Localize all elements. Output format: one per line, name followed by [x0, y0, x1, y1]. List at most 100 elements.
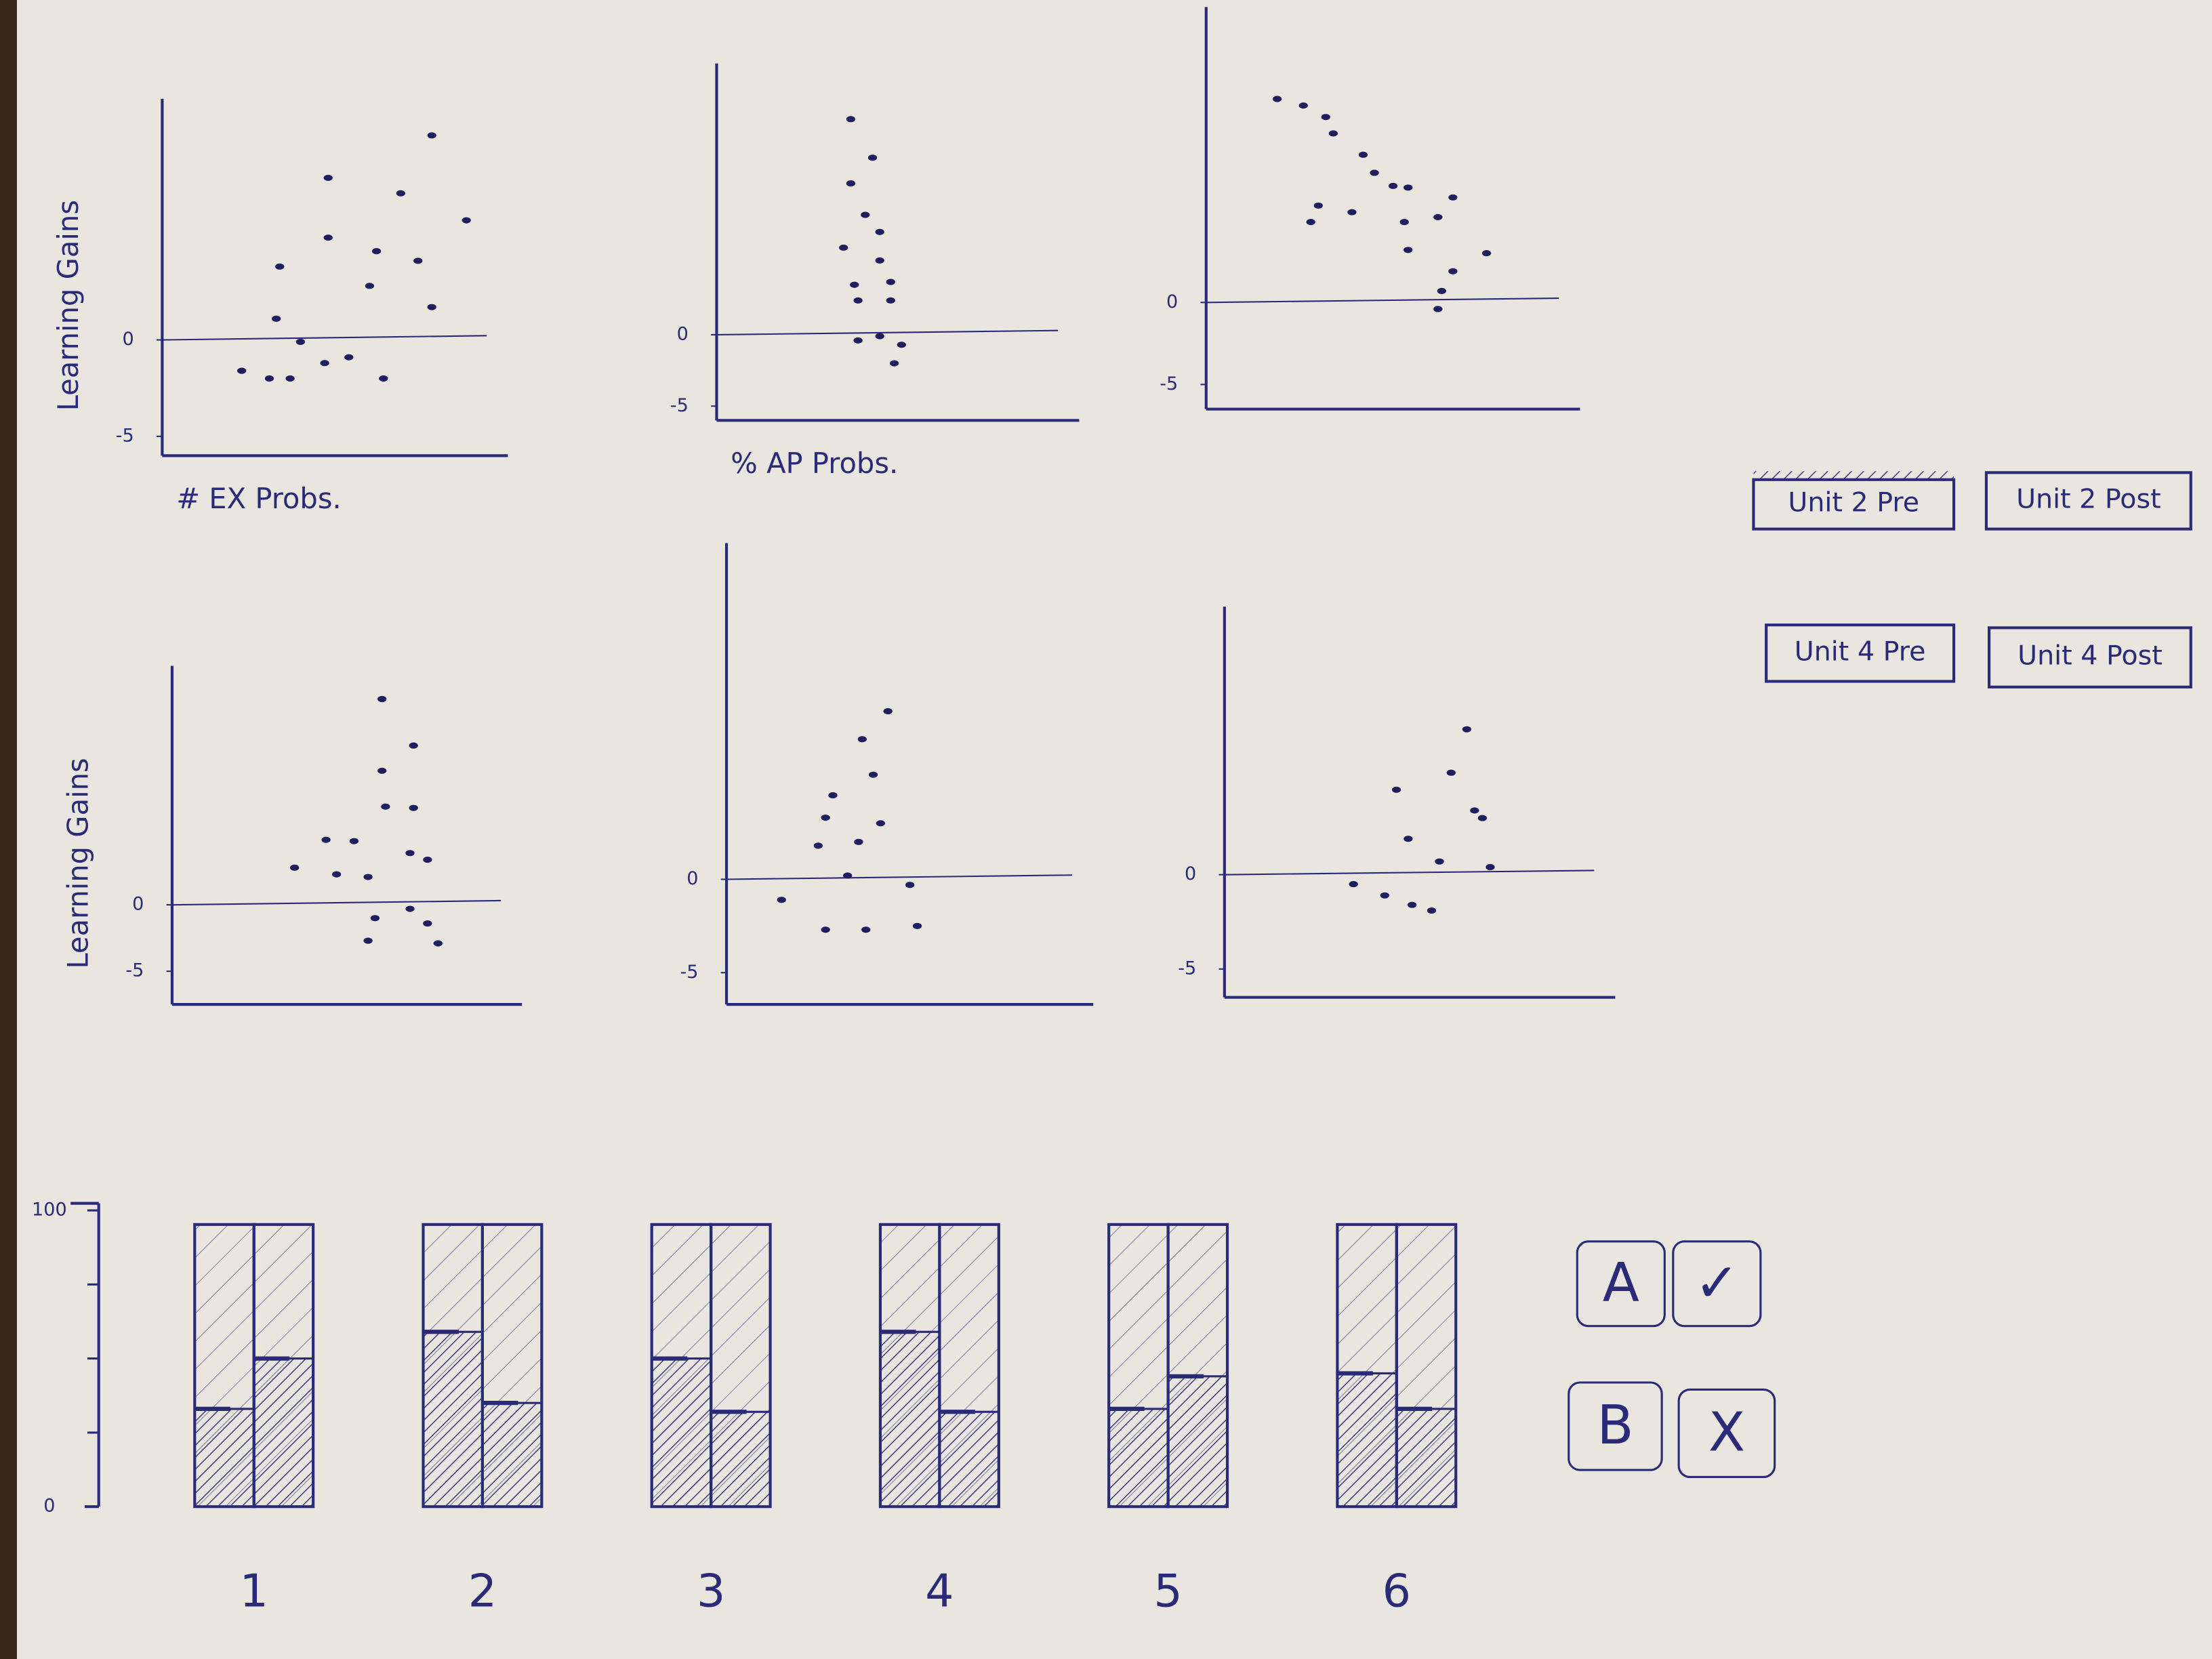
y-tick-label: 0 [687, 868, 698, 889]
point [875, 333, 884, 340]
point [405, 850, 415, 857]
control-label: B [1597, 1394, 1633, 1456]
point [323, 174, 333, 182]
reference-line [171, 899, 501, 906]
point [1321, 114, 1330, 121]
toggle-frame [1752, 478, 1956, 531]
point [264, 375, 274, 382]
y-tick-label: 0 [1166, 291, 1178, 312]
point [1448, 268, 1458, 274]
reference-line [162, 335, 487, 341]
point [912, 922, 922, 929]
y-tick-label: 0 [1185, 863, 1196, 884]
bar [1336, 1372, 1398, 1508]
point [423, 920, 432, 927]
point [1347, 209, 1357, 216]
point [1477, 815, 1488, 821]
point [1470, 807, 1479, 814]
control-label: X [1708, 1401, 1745, 1464]
point [396, 190, 405, 197]
control-button[interactable]: X [1677, 1388, 1776, 1479]
reference-line [1206, 297, 1559, 304]
point [867, 155, 878, 161]
bar [938, 1410, 1000, 1508]
point [275, 263, 285, 270]
bar [710, 1410, 772, 1508]
toggle-button[interactable]: Unit 2 Pre [1752, 471, 1956, 531]
point [1272, 96, 1282, 102]
point [323, 234, 333, 241]
table-edge [0, 0, 17, 1659]
bar [879, 1330, 941, 1508]
point [1391, 786, 1401, 793]
point [1427, 907, 1437, 914]
point [423, 856, 432, 863]
point [876, 820, 886, 827]
point [405, 905, 415, 912]
y-tick-label: 0 [677, 323, 689, 344]
point [777, 897, 786, 903]
control-button[interactable]: A [1576, 1240, 1666, 1328]
point [1404, 836, 1413, 842]
bar [651, 1357, 712, 1508]
control-frame [1672, 1240, 1762, 1328]
toggle-button[interactable]: Unit 2 Post [1984, 471, 2192, 531]
y-tick-label: -5 [1178, 958, 1196, 979]
point [413, 258, 423, 264]
point [886, 297, 895, 304]
point [854, 838, 863, 845]
bar [1395, 1408, 1457, 1508]
point [365, 283, 375, 289]
control-frame [1677, 1388, 1776, 1479]
point [371, 248, 382, 255]
point [285, 375, 295, 382]
point [377, 695, 387, 703]
point [861, 926, 871, 933]
point [427, 304, 436, 310]
point [1370, 169, 1379, 176]
point [1437, 287, 1446, 294]
point [363, 874, 373, 880]
bar [481, 1401, 543, 1508]
point [1358, 151, 1368, 158]
point [889, 360, 899, 367]
point [853, 297, 863, 304]
control-button[interactable]: B [1568, 1381, 1663, 1471]
toggle-button[interactable]: Unit 4 Post [1988, 626, 2192, 689]
x-tick-label: 6 [1382, 1564, 1411, 1617]
bar [422, 1330, 484, 1508]
point [272, 315, 281, 322]
reference-line [726, 874, 1073, 880]
toggle-button[interactable]: Unit 4 Pre [1765, 623, 1956, 683]
point [828, 792, 838, 799]
point [379, 375, 388, 382]
control-label: ✓ [1694, 1252, 1739, 1314]
point [331, 871, 342, 878]
point [1298, 102, 1308, 109]
point [868, 771, 878, 778]
point [433, 940, 443, 947]
point [846, 180, 856, 187]
point [1306, 219, 1315, 226]
x-tick-label: 5 [1153, 1564, 1182, 1617]
point [905, 882, 915, 888]
point [850, 281, 859, 288]
x-axis-title: # EX Probs. [176, 482, 342, 515]
point [363, 937, 373, 944]
control-frame [1568, 1381, 1663, 1471]
point [1446, 769, 1456, 776]
toggle-label: Unit 2 Pre [1788, 487, 1919, 518]
point [1481, 250, 1492, 257]
point [1435, 858, 1444, 865]
point [1349, 881, 1358, 888]
point [897, 342, 906, 348]
point [1399, 219, 1409, 226]
y-tick-label: 0 [43, 1496, 55, 1517]
control-button[interactable]: ✓ [1672, 1240, 1762, 1328]
point [886, 279, 895, 285]
point [427, 132, 436, 139]
toggle-label: Unit 4 Post [2018, 640, 2163, 672]
point [1486, 863, 1495, 871]
